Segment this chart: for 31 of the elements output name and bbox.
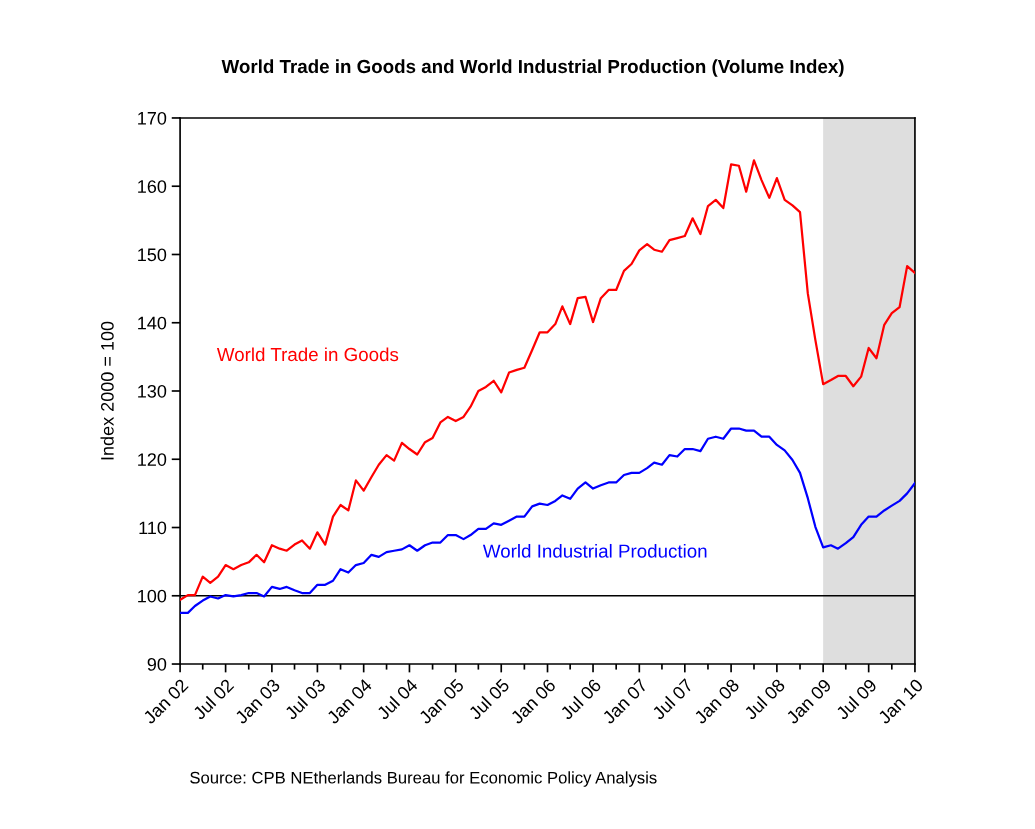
y-tick-label: 170 [138,111,167,125]
chart-title: World Trade in Goods and World Industrial Production (Volume Index) [221,59,844,77]
x-tick-label: Jan 04 [325,677,373,725]
series-label: World Industrial Production [482,543,707,558]
y-tick-label: 130 [138,384,167,398]
source-note: Source: CPB NEtherlands Bureau for Economic Policy Analysis [190,771,657,787]
x-tick-label: Jul 04 [375,677,419,721]
x-tick-label: Jan 10 [877,678,924,725]
x-tick-label: Jul 06 [559,677,602,721]
x-tick-label: Jan 08 [693,678,740,725]
text: World Trade in Goods [216,347,399,362]
x-tick-label: Jan 07 [601,678,649,725]
y-tick-label: 150 [138,248,167,262]
x-tick-label: Jul 09 [834,677,878,721]
y-tick-label: 90 [147,657,167,671]
x-tick-label: Jan 06 [509,678,557,725]
x-tick-label: Jul 02 [191,677,235,721]
x-tick-label: Jul 05 [467,677,511,721]
x-tick-label: Jan 09 [785,678,832,725]
y-tick-label: 120 [138,453,167,466]
y-tick-label: 110 [139,521,167,535]
x-tick-label: Jul 07 [650,677,694,721]
x-tick-label: Jul 08 [743,677,786,721]
x-tick-label: Jan 05 [417,678,465,725]
x-tick-label: Jul 03 [283,677,327,721]
y-tick-label: 100 [138,589,167,603]
y-axis-title: Index 2000 = 100 [100,321,114,460]
x-tick-label: Jan 02 [142,678,189,725]
y-tick-label: 160 [138,180,167,193]
y-tick-label: 140 [138,316,167,330]
x-tick-label: Jan 03 [234,678,281,725]
